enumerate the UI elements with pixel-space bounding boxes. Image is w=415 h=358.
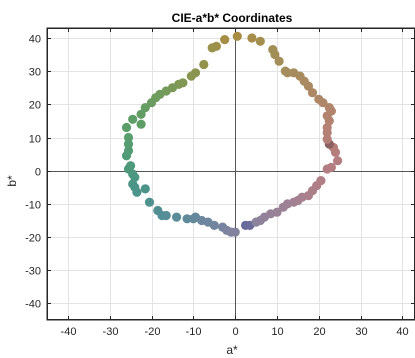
data-point bbox=[132, 187, 142, 197]
y-tick-label: -40 bbox=[25, 299, 41, 311]
x-tick-label: -10 bbox=[186, 326, 202, 338]
data-point bbox=[322, 134, 332, 144]
y-tick-label: 10 bbox=[29, 134, 41, 146]
y-tick-label: 30 bbox=[29, 67, 41, 79]
data-point bbox=[207, 43, 217, 53]
data-point bbox=[123, 132, 134, 143]
data-point bbox=[272, 207, 282, 217]
data-point bbox=[161, 210, 171, 221]
data-point bbox=[324, 103, 334, 113]
data-point bbox=[140, 184, 150, 194]
x-tick-label: -30 bbox=[103, 326, 119, 338]
y-tick-label: -30 bbox=[25, 266, 41, 278]
data-point bbox=[121, 122, 132, 133]
x-tick-labels: -40 -30 -20 -10 0 10 20 30 40 bbox=[61, 326, 409, 338]
x-tick-label: -40 bbox=[61, 326, 77, 338]
data-point bbox=[255, 36, 265, 46]
data-point bbox=[307, 88, 318, 98]
x-tick-label: 40 bbox=[396, 326, 408, 338]
data-point bbox=[199, 59, 209, 70]
data-point bbox=[247, 33, 257, 43]
y-axis-label: b* bbox=[5, 175, 19, 187]
zero-axis-lines bbox=[47, 28, 415, 320]
data-point bbox=[282, 68, 293, 78]
y-tick-label: -20 bbox=[25, 233, 41, 245]
data-point bbox=[186, 71, 196, 81]
data-point bbox=[232, 31, 242, 41]
x-axis-label: a* bbox=[226, 343, 238, 357]
x-tick-label: 30 bbox=[355, 326, 367, 338]
data-point bbox=[274, 56, 284, 66]
data-point bbox=[146, 98, 157, 108]
x-tick-label: 10 bbox=[271, 326, 283, 338]
x-tick-label: -20 bbox=[145, 326, 161, 338]
y-tick-label: 0 bbox=[35, 167, 41, 179]
data-point bbox=[136, 109, 146, 119]
data-point bbox=[268, 45, 278, 55]
data-point bbox=[182, 214, 192, 224]
x-tick-label: 0 bbox=[232, 326, 238, 338]
data-point bbox=[136, 119, 146, 129]
data-point bbox=[314, 94, 324, 104]
data-point bbox=[316, 176, 326, 186]
data-point bbox=[140, 103, 150, 113]
plot-area bbox=[46, 27, 415, 321]
data-point bbox=[326, 162, 336, 172]
data-point bbox=[220, 35, 230, 45]
data-point bbox=[209, 220, 219, 230]
data-point bbox=[230, 227, 240, 237]
data-point bbox=[333, 156, 343, 166]
chart-title: CIE-a*b* Coordinates bbox=[172, 11, 293, 25]
data-point bbox=[121, 151, 132, 161]
y-tick-labels: -40 -30 -20 -10 0 10 20 30 40 bbox=[25, 34, 41, 311]
y-tick-label: 40 bbox=[29, 34, 41, 46]
data-point bbox=[172, 212, 182, 222]
y-tick-label: 20 bbox=[29, 100, 41, 112]
data-point bbox=[144, 197, 155, 207]
y-tick-label: -10 bbox=[25, 200, 41, 212]
data-point bbox=[123, 139, 134, 149]
x-tick-label: 20 bbox=[313, 326, 325, 338]
data-point bbox=[128, 114, 138, 124]
tick-marks bbox=[47, 28, 415, 320]
data-points bbox=[121, 31, 343, 237]
